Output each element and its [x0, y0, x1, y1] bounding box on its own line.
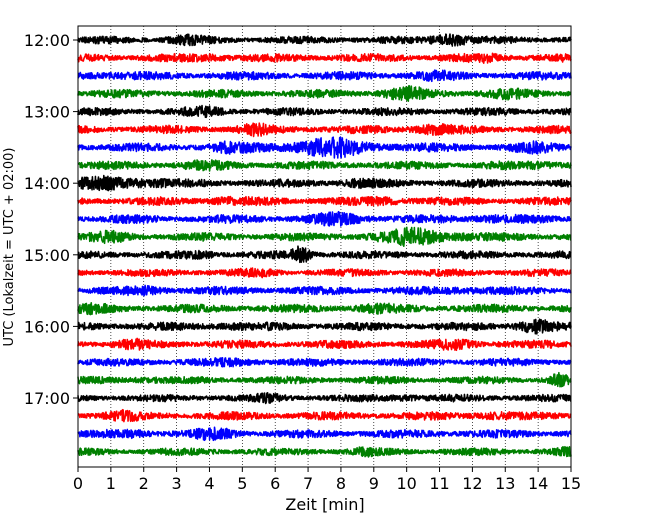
seismic-trace: [77, 371, 572, 388]
x-axis: 0 1 2 3 4 5 6 7 8 9 10 11 12 13 14 15: [73, 467, 581, 493]
y-axis-label: UTC (Lokalzeit = UTC + 02:00): [2, 148, 17, 347]
y-tick-label: 17:00: [24, 389, 70, 408]
seismic-trace: [77, 52, 572, 64]
x-tick-label: 14: [528, 474, 548, 493]
x-tick-label: 10: [396, 474, 416, 493]
x-tick-label: 0: [73, 474, 83, 493]
seismic-trace: [77, 391, 572, 405]
y-tick-label: 12:00: [24, 31, 70, 50]
x-tick-label: 9: [369, 474, 379, 493]
seismic-trace: [77, 33, 572, 47]
seismic-trace: [77, 318, 572, 335]
seismic-trace: [77, 337, 572, 352]
plot-frame: [77, 25, 572, 468]
x-tick-label: 8: [336, 474, 346, 493]
y-tick-label: 13:00: [24, 103, 70, 122]
x-tick-label: 3: [172, 474, 182, 493]
seismic-trace: [77, 104, 572, 119]
plot-area: [78, 26, 571, 467]
y-tick-label: 14:00: [24, 174, 70, 193]
seismic-trace: [77, 159, 572, 172]
y-tick-label: 15:00: [24, 246, 70, 265]
x-tick-label: 11: [429, 474, 449, 493]
y-tick-label: 16:00: [24, 317, 70, 336]
seismic-trace: [77, 302, 572, 316]
x-tick-label: 2: [139, 474, 149, 493]
seismic-trace: [77, 122, 572, 138]
x-tick-label: 13: [495, 474, 515, 493]
x-tick-label: 12: [462, 474, 482, 493]
x-tick-label: 4: [204, 474, 214, 493]
x-tick-label: 15: [561, 474, 581, 493]
seismic-trace: [77, 174, 572, 192]
x-tick-label: 7: [303, 474, 313, 493]
seismic-trace: [77, 85, 572, 103]
seismic-trace: [77, 226, 572, 248]
seismic-trace: [77, 210, 572, 227]
seismic-trace: [77, 69, 572, 83]
seismic-trace: [77, 426, 572, 442]
seismic-trace: [77, 408, 572, 423]
x-tick-label: 6: [270, 474, 280, 493]
seismic-trace: [77, 445, 572, 458]
seismic-trace: [77, 195, 572, 207]
y-axis: 12:00 13:00 14:00 15:00 16:00 17:00: [24, 31, 78, 408]
x-tick-label: 5: [237, 474, 247, 493]
seismic-trace: [77, 136, 572, 159]
seismic-trace: [77, 356, 572, 368]
seismic-trace: [77, 267, 572, 279]
x-axis-label: Zeit [min]: [285, 495, 364, 514]
traces: [77, 33, 572, 458]
seismic-trace: [77, 284, 572, 297]
x-tick-label: 1: [106, 474, 116, 493]
seismic-trace: [77, 245, 572, 264]
